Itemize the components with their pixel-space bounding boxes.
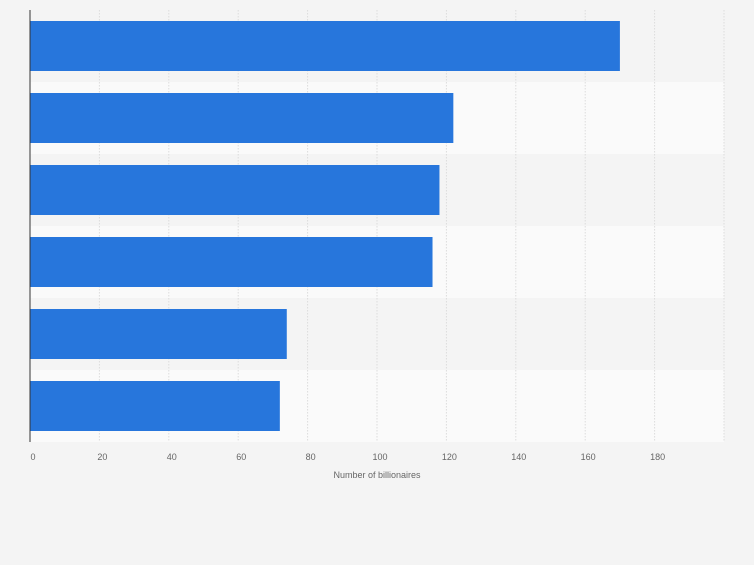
x-tick-label: 180 <box>650 452 665 462</box>
bar[interactable] <box>30 21 620 71</box>
x-tick-label: 40 <box>167 452 177 462</box>
x-tick-label: 60 <box>236 452 246 462</box>
x-tick-label: 0 <box>30 452 35 462</box>
x-tick-label: 80 <box>306 452 316 462</box>
x-tick-label: 20 <box>97 452 107 462</box>
x-tick-label: 100 <box>372 452 387 462</box>
bar[interactable] <box>30 165 440 215</box>
x-axis-label: Number of billionaires <box>333 470 421 480</box>
x-tick-label: 160 <box>581 452 596 462</box>
bar[interactable] <box>30 93 454 143</box>
x-tick-label: 140 <box>511 452 526 462</box>
x-tick-label: 120 <box>442 452 457 462</box>
bar[interactable] <box>30 237 433 287</box>
bar[interactable] <box>30 309 287 359</box>
bar[interactable] <box>30 381 280 431</box>
grid-lines <box>98 10 725 442</box>
bars <box>30 21 620 431</box>
x-tick-labels: 0 20 40 60 80 100 120 140 160 180 <box>30 452 665 462</box>
